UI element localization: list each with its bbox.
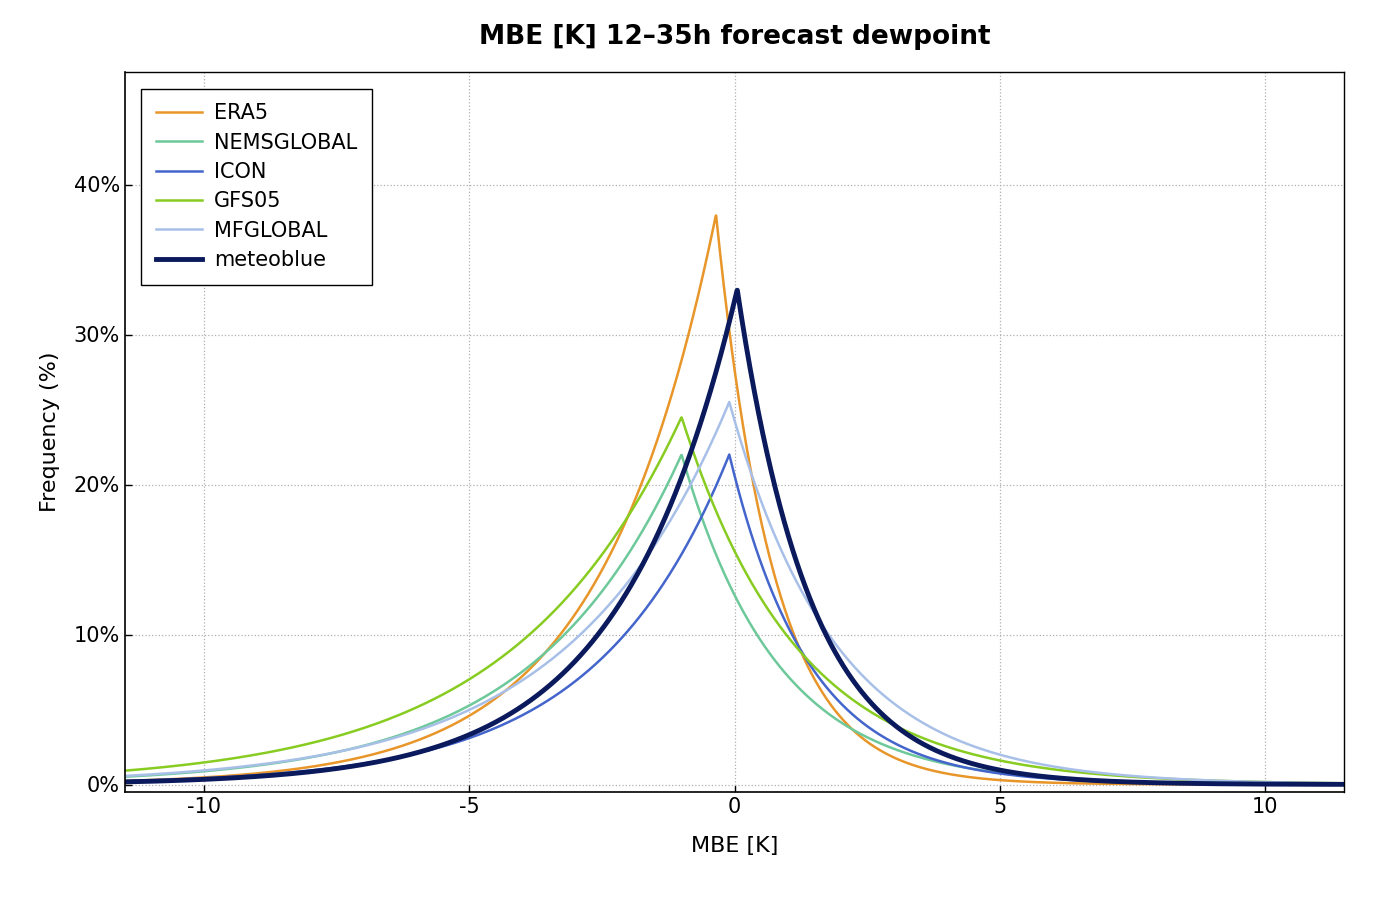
ERA5: [310, 760, 327, 771]
NEMSGLOBAL: [674, 450, 690, 461]
meteoblue: [90, 777, 107, 788]
NEMSGLOBAL: [1362, 778, 1379, 789]
GFS05: [578, 570, 595, 580]
GFS05: [236, 752, 252, 762]
MFGLOBAL: [721, 397, 737, 408]
ERA5: [633, 479, 650, 490]
X-axis label: MBE [K]: MBE [K]: [690, 836, 779, 856]
ERA5: [236, 770, 252, 780]
meteoblue: [1362, 779, 1379, 790]
ICON: [1337, 779, 1354, 790]
ERA5: [1337, 779, 1354, 790]
NEMSGLOBAL: [90, 772, 107, 783]
GFS05: [90, 768, 107, 778]
NEMSGLOBAL: [578, 606, 595, 616]
MFGLOBAL: [90, 772, 107, 783]
ICON: [236, 770, 252, 781]
meteoblue: [729, 284, 746, 295]
Title: MBE [K] 12–35h forecast dewpoint: MBE [K] 12–35h forecast dewpoint: [478, 24, 991, 50]
Line: ERA5: ERA5: [98, 215, 1371, 785]
GFS05: [310, 735, 327, 746]
Line: MFGLOBAL: MFGLOBAL: [98, 402, 1371, 784]
MFGLOBAL: [1200, 775, 1217, 786]
ERA5: [578, 591, 595, 602]
ERA5: [90, 776, 107, 787]
GFS05: [674, 412, 690, 423]
ICON: [578, 667, 595, 678]
ICON: [633, 609, 650, 620]
GFS05: [1337, 778, 1354, 788]
Line: ICON: ICON: [98, 454, 1371, 785]
NEMSGLOBAL: [633, 527, 650, 538]
NEMSGLOBAL: [1337, 778, 1354, 789]
meteoblue: [633, 562, 650, 572]
MFGLOBAL: [578, 624, 595, 634]
MFGLOBAL: [1337, 778, 1354, 788]
MFGLOBAL: [310, 750, 327, 760]
MFGLOBAL: [236, 761, 252, 772]
NEMSGLOBAL: [236, 761, 252, 772]
ICON: [1200, 778, 1217, 789]
Line: meteoblue: meteoblue: [98, 290, 1371, 785]
ICON: [721, 449, 737, 460]
ICON: [310, 764, 327, 775]
Line: NEMSGLOBAL: NEMSGLOBAL: [98, 455, 1371, 784]
ERA5: [1200, 779, 1217, 790]
Legend: ERA5, NEMSGLOBAL, ICON, GFS05, MFGLOBAL, meteoblue: ERA5, NEMSGLOBAL, ICON, GFS05, MFGLOBAL,…: [141, 89, 373, 284]
MFGLOBAL: [633, 559, 650, 570]
GFS05: [1200, 775, 1217, 786]
meteoblue: [1200, 778, 1217, 789]
NEMSGLOBAL: [1200, 778, 1217, 788]
MFGLOBAL: [1362, 778, 1379, 789]
meteoblue: [1337, 779, 1354, 790]
ERA5: [1362, 779, 1379, 790]
GFS05: [1362, 778, 1379, 789]
NEMSGLOBAL: [310, 751, 327, 761]
ERA5: [708, 210, 725, 220]
meteoblue: [310, 765, 327, 776]
Line: GFS05: GFS05: [98, 418, 1371, 784]
ICON: [90, 777, 107, 788]
meteoblue: [236, 772, 252, 783]
GFS05: [633, 489, 650, 500]
meteoblue: [578, 644, 595, 654]
ICON: [1362, 779, 1379, 790]
Y-axis label: Frequency (%): Frequency (%): [40, 352, 60, 512]
